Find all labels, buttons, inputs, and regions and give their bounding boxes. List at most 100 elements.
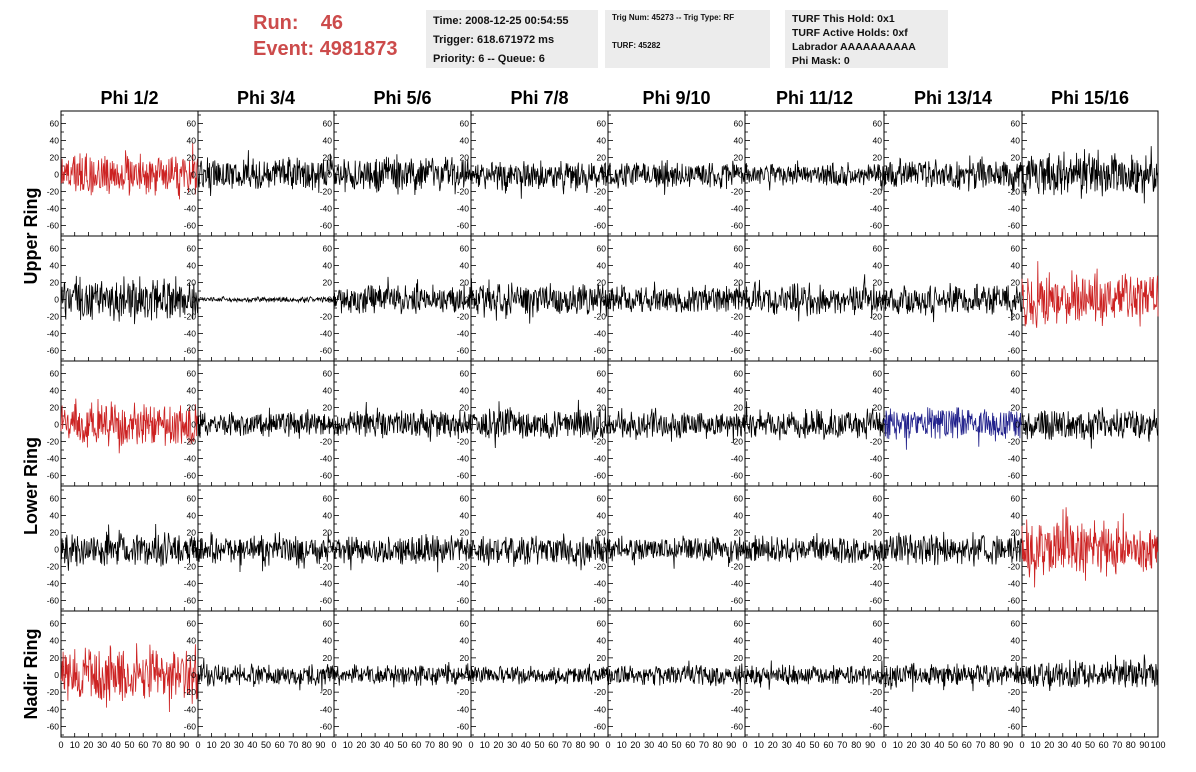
time-text: Time: 2008-12-25 00:54:55 xyxy=(433,15,569,27)
y-tick-label: 40 xyxy=(50,136,60,146)
y-tick-label: -60 xyxy=(594,471,607,481)
y-tick-label: 60 xyxy=(50,119,60,129)
y-tick-label: -40 xyxy=(870,454,883,464)
x-tick-label: 80 xyxy=(576,740,586,750)
y-tick-label: -20 xyxy=(1008,312,1021,322)
x-tick-label: 40 xyxy=(521,740,531,750)
x-tick-label: 60 xyxy=(275,740,285,750)
y-tick-label: -20 xyxy=(457,687,470,697)
y-tick-label: -60 xyxy=(320,346,333,356)
x-tick-label: 90 xyxy=(865,740,875,750)
x-tick-label: 0 xyxy=(742,740,747,750)
y-tick-label: 20 xyxy=(597,153,607,163)
waveform-trace xyxy=(470,278,609,324)
x-tick-label: 10 xyxy=(1031,740,1041,750)
y-tick-label: -40 xyxy=(320,704,333,714)
column-title-4: Phi 7/8 xyxy=(510,88,568,108)
x-tick-label: 40 xyxy=(111,740,121,750)
y-tick-label: -40 xyxy=(47,704,60,714)
y-tick-label: 20 xyxy=(460,653,470,663)
y-tick-label: 40 xyxy=(460,636,470,646)
y-tick-label: 20 xyxy=(323,653,333,663)
x-tick-label: 40 xyxy=(658,740,668,750)
y-tick-label: 0 xyxy=(464,170,469,180)
y-tick-label: 0 xyxy=(877,295,882,305)
x-tick-label: 60 xyxy=(411,740,421,750)
x-tick-label: 90 xyxy=(1139,740,1149,750)
x-tick-label: 90 xyxy=(1003,740,1013,750)
y-tick-label: 20 xyxy=(50,653,60,663)
y-tick-label: 20 xyxy=(597,403,607,413)
panel-r3-c2: -60 -40 -20 0 20 40 60 xyxy=(184,360,335,487)
event-label: Event: xyxy=(253,38,315,60)
y-tick-label: 40 xyxy=(50,636,60,646)
y-tick-label: 0 xyxy=(464,545,469,555)
y-tick-label: -40 xyxy=(731,579,744,589)
y-tick-label: -60 xyxy=(457,221,470,231)
x-tick-label: 70 xyxy=(837,740,847,750)
y-tick-label: 0 xyxy=(464,670,469,680)
y-tick-label: 60 xyxy=(50,244,60,254)
panel-r2-c7: -60 -40 -20 0 20 40 60 xyxy=(870,235,1023,362)
x-tick-label: 20 xyxy=(907,740,917,750)
y-tick-label: -40 xyxy=(870,329,883,339)
x-tick-label: 70 xyxy=(562,740,572,750)
run-row: Run: 46 xyxy=(253,10,398,36)
waveform-trace xyxy=(883,282,1023,323)
y-tick-label: -40 xyxy=(320,579,333,589)
waveform-trace xyxy=(197,150,335,197)
waveform-trace xyxy=(883,662,1023,692)
panel-r2-c2: -60 -40 -20 0 20 40 60 xyxy=(184,235,335,362)
y-tick-label: -40 xyxy=(731,454,744,464)
y-tick-label: 60 xyxy=(460,244,470,254)
panel-frame xyxy=(607,110,746,237)
y-tick-label: 60 xyxy=(187,244,197,254)
y-tick-label: -40 xyxy=(1008,329,1021,339)
x-tick-label: 40 xyxy=(796,740,806,750)
y-tick-label: 0 xyxy=(877,545,882,555)
panel-r5-c8: -60 -40 -20 0 20 40 60 xyxy=(1008,610,1159,738)
waveform-trace xyxy=(60,643,199,713)
x-tick-label: 70 xyxy=(1112,740,1122,750)
y-tick-label: 40 xyxy=(323,636,333,646)
y-tick-label: 20 xyxy=(187,403,197,413)
x-tick-label: 10 xyxy=(893,740,903,750)
y-tick-label: 0 xyxy=(54,295,59,305)
x-tick-label: 70 xyxy=(152,740,162,750)
x-tick-label: 10 xyxy=(480,740,490,750)
y-tick-label: -60 xyxy=(184,721,197,731)
x-tick-label: 0 xyxy=(58,740,63,750)
y-tick-label: -60 xyxy=(184,596,197,606)
y-tick-label: 20 xyxy=(873,153,883,163)
y-tick-label: -40 xyxy=(184,579,197,589)
y-tick-label: -60 xyxy=(47,596,60,606)
waveform-trace xyxy=(607,407,746,444)
y-tick-label: -60 xyxy=(731,221,744,231)
y-tick-label: -20 xyxy=(594,687,607,697)
y-tick-label: 0 xyxy=(601,170,606,180)
y-tick-label: -20 xyxy=(184,312,197,322)
y-tick-label: -20 xyxy=(870,437,883,447)
y-tick-label: 60 xyxy=(323,119,333,129)
x-tick-label: 0 xyxy=(331,740,336,750)
waveform-trace xyxy=(197,532,335,573)
y-tick-label: 60 xyxy=(597,119,607,129)
waveform-trace xyxy=(333,533,472,573)
column-title-1: Phi 1/2 xyxy=(100,88,158,108)
panel-r4-c7: -60 -40 -20 0 20 40 60 xyxy=(870,485,1023,612)
waveform-trace xyxy=(60,523,199,571)
x-tick-label: 70 xyxy=(976,740,986,750)
y-tick-label: 20 xyxy=(597,278,607,288)
y-tick-label: -40 xyxy=(1008,204,1021,214)
y-tick-label: -40 xyxy=(457,454,470,464)
y-tick-label: 40 xyxy=(873,636,883,646)
y-tick-label: 0 xyxy=(877,420,882,430)
y-tick-label: -40 xyxy=(731,704,744,714)
y-tick-label: -60 xyxy=(1008,346,1021,356)
trig-info-box: Trig Num: 45273 -- Trig Type: RF TURF: 4… xyxy=(605,10,770,68)
y-tick-label: 40 xyxy=(734,261,744,271)
x-tick-label: 10 xyxy=(343,740,353,750)
y-tick-label: 0 xyxy=(327,420,332,430)
row-group-title-2: Lower Ring xyxy=(21,437,41,535)
